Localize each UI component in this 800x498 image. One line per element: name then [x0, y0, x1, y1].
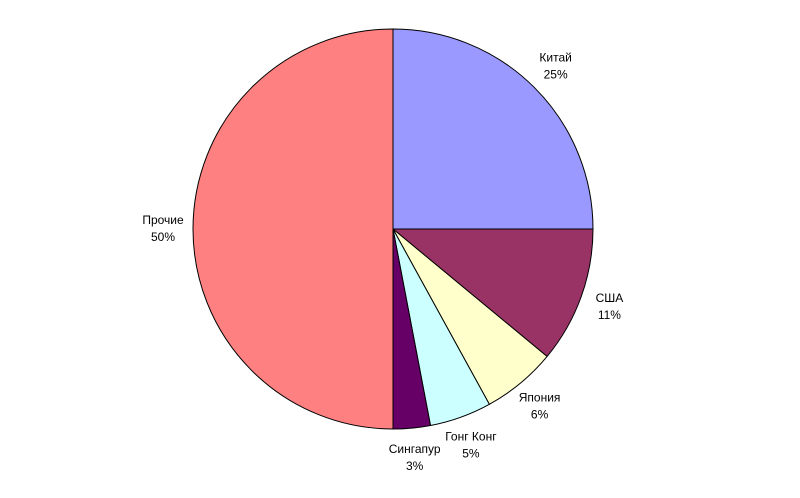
slice-value-label: 6%: [531, 407, 549, 421]
slice-label: США: [596, 291, 624, 305]
pie-slice: [192, 28, 394, 430]
slice-value-label: 25%: [544, 68, 568, 82]
slice-label: Китай: [539, 51, 571, 65]
slice-label: Сингапур: [389, 442, 441, 456]
slice-value-label: 5%: [462, 447, 480, 461]
slice-label: Гонг Конг: [445, 430, 497, 444]
slice-value-label: 3%: [406, 459, 424, 473]
pie-slice: [391, 228, 594, 358]
slice-label: Япония: [519, 390, 561, 404]
pie-slice: [392, 28, 594, 230]
slice-value-label: 50%: [151, 230, 175, 244]
slice-label: Прочие: [142, 213, 184, 227]
slice-value-label: 11%: [598, 308, 621, 322]
